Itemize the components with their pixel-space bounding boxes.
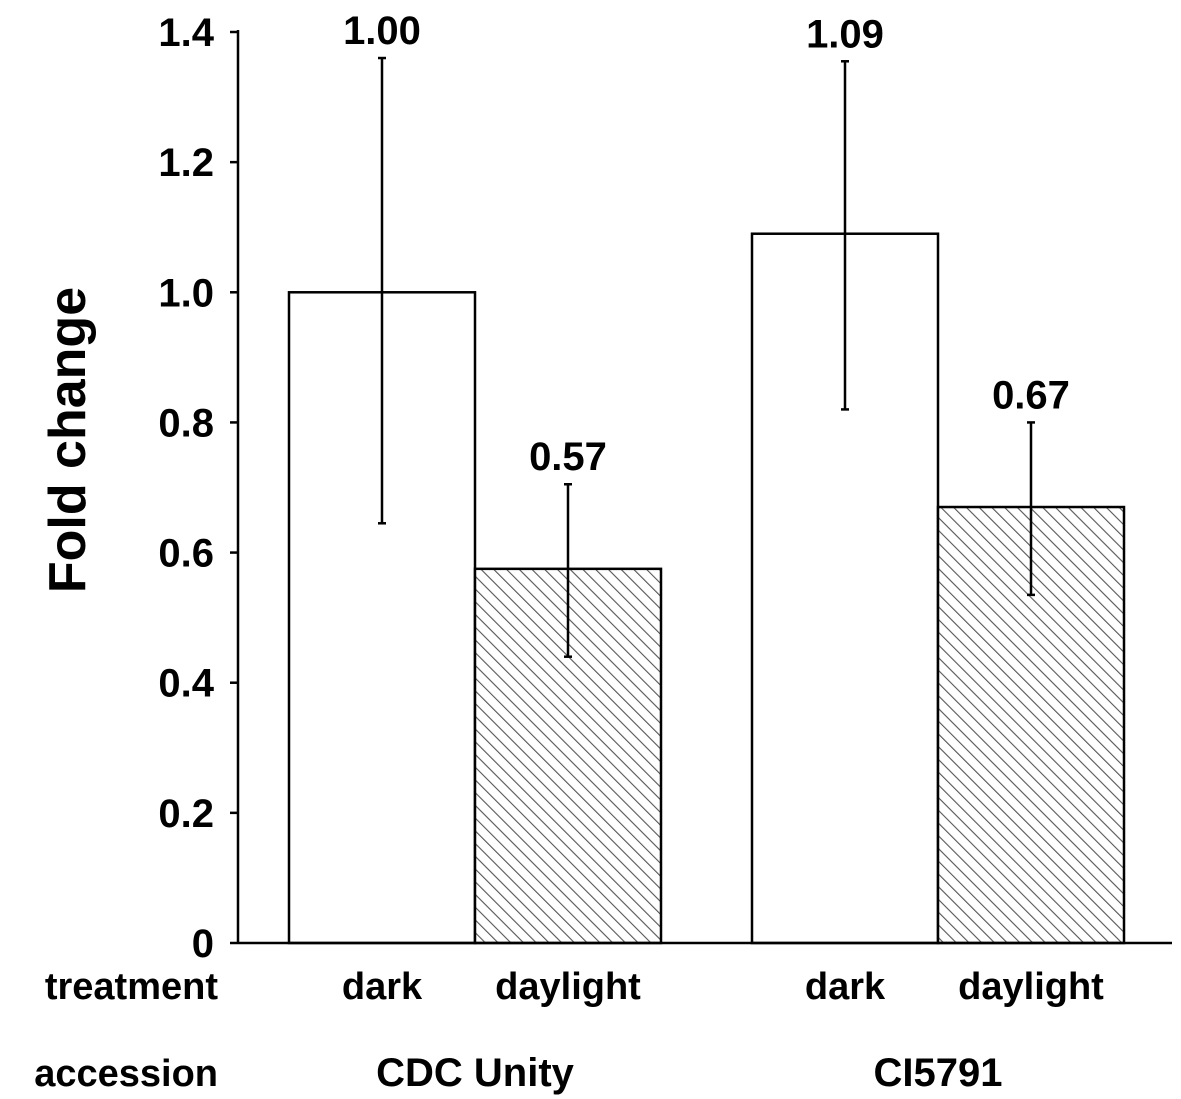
treatment-label: dark <box>342 966 423 1008</box>
treatment-label: dark <box>805 966 886 1008</box>
y-tick-label: 0.2 <box>158 792 214 836</box>
y-tick-label: 1.4 <box>158 11 214 55</box>
treatment-row-label: treatment <box>45 966 218 1008</box>
y-axis-title: Fold change <box>39 287 97 593</box>
data-value-label: 1.09 <box>806 12 884 56</box>
data-value-label: 0.67 <box>992 373 1070 417</box>
accession-label: CDC Unity <box>376 1051 575 1095</box>
treatment-label: daylight <box>495 966 641 1008</box>
treatment-label: daylight <box>958 966 1104 1008</box>
y-tick-label: 0.8 <box>158 401 214 445</box>
accession-row-label: accession <box>34 1053 218 1095</box>
accession-label: CI5791 <box>874 1051 1003 1095</box>
y-tick-label: 1.2 <box>158 141 214 185</box>
y-tick-label: 0 <box>192 922 214 966</box>
data-value-label: 0.57 <box>529 435 607 479</box>
y-tick-label: 0.4 <box>158 662 214 706</box>
y-tick-label: 1.0 <box>158 271 214 315</box>
data-value-label: 1.00 <box>343 9 421 53</box>
y-tick-label: 0.6 <box>158 532 214 576</box>
